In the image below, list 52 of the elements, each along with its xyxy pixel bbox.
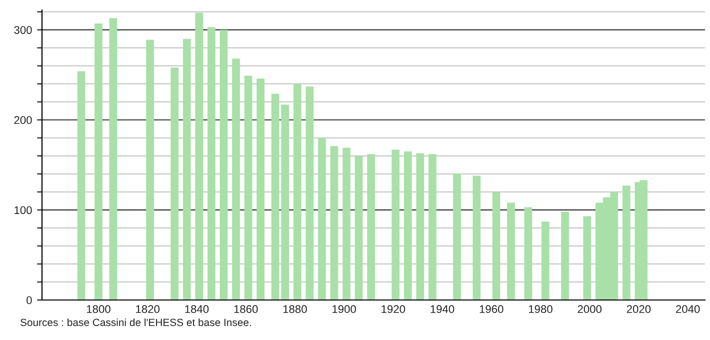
x-tick-label: 1920 <box>382 305 406 314</box>
bar <box>244 76 252 300</box>
bar <box>541 222 550 300</box>
bar <box>306 86 314 300</box>
bar <box>318 138 326 300</box>
bar <box>416 153 424 300</box>
bar <box>453 174 461 300</box>
bar <box>622 186 630 300</box>
bar <box>182 38 191 300</box>
y-tick-label: 200 <box>14 116 32 124</box>
bar <box>170 68 179 300</box>
x-tick-label: 1940 <box>430 305 454 314</box>
bar <box>507 202 515 300</box>
y-tick-label: 0 <box>26 296 32 304</box>
bar <box>330 146 338 300</box>
bar <box>492 192 500 300</box>
bar <box>354 156 363 300</box>
bar <box>220 30 228 300</box>
bar <box>472 176 481 300</box>
bar <box>561 212 569 300</box>
bar <box>281 104 290 300</box>
x-tick-label: 1800 <box>86 305 110 314</box>
bar <box>428 154 436 300</box>
bar <box>392 150 400 300</box>
bar <box>232 58 240 300</box>
bar <box>404 151 412 300</box>
source-note: Sources : base Cassini de l'EHESS et base Insee. <box>20 318 251 326</box>
x-tick-label: 1980 <box>528 305 552 314</box>
x-tick-label: 2000 <box>578 305 602 314</box>
bar <box>342 148 350 300</box>
x-tick-label: 1880 <box>283 305 307 314</box>
bar <box>256 78 264 300</box>
x-tick-label: 2040 <box>676 305 700 314</box>
x-tick-label: 2020 <box>626 305 651 314</box>
bar <box>271 94 280 300</box>
x-tick-label: 1900 <box>332 305 356 314</box>
y-tick-label: 300 <box>14 26 32 34</box>
bar <box>195 12 204 300</box>
x-tick-label: 1840 <box>185 305 209 314</box>
x-tick-label: 1820 <box>136 305 160 314</box>
x-tick-label: 1860 <box>234 305 258 314</box>
bar <box>208 27 216 300</box>
bar <box>109 18 118 300</box>
bar <box>583 216 592 300</box>
bar <box>367 154 375 300</box>
x-tick-label: 1960 <box>480 305 504 314</box>
bar <box>524 207 532 300</box>
bar <box>293 84 302 300</box>
bar <box>146 40 154 300</box>
y-tick-label: 100 <box>14 206 32 214</box>
bar <box>77 71 86 300</box>
bar <box>94 24 102 300</box>
